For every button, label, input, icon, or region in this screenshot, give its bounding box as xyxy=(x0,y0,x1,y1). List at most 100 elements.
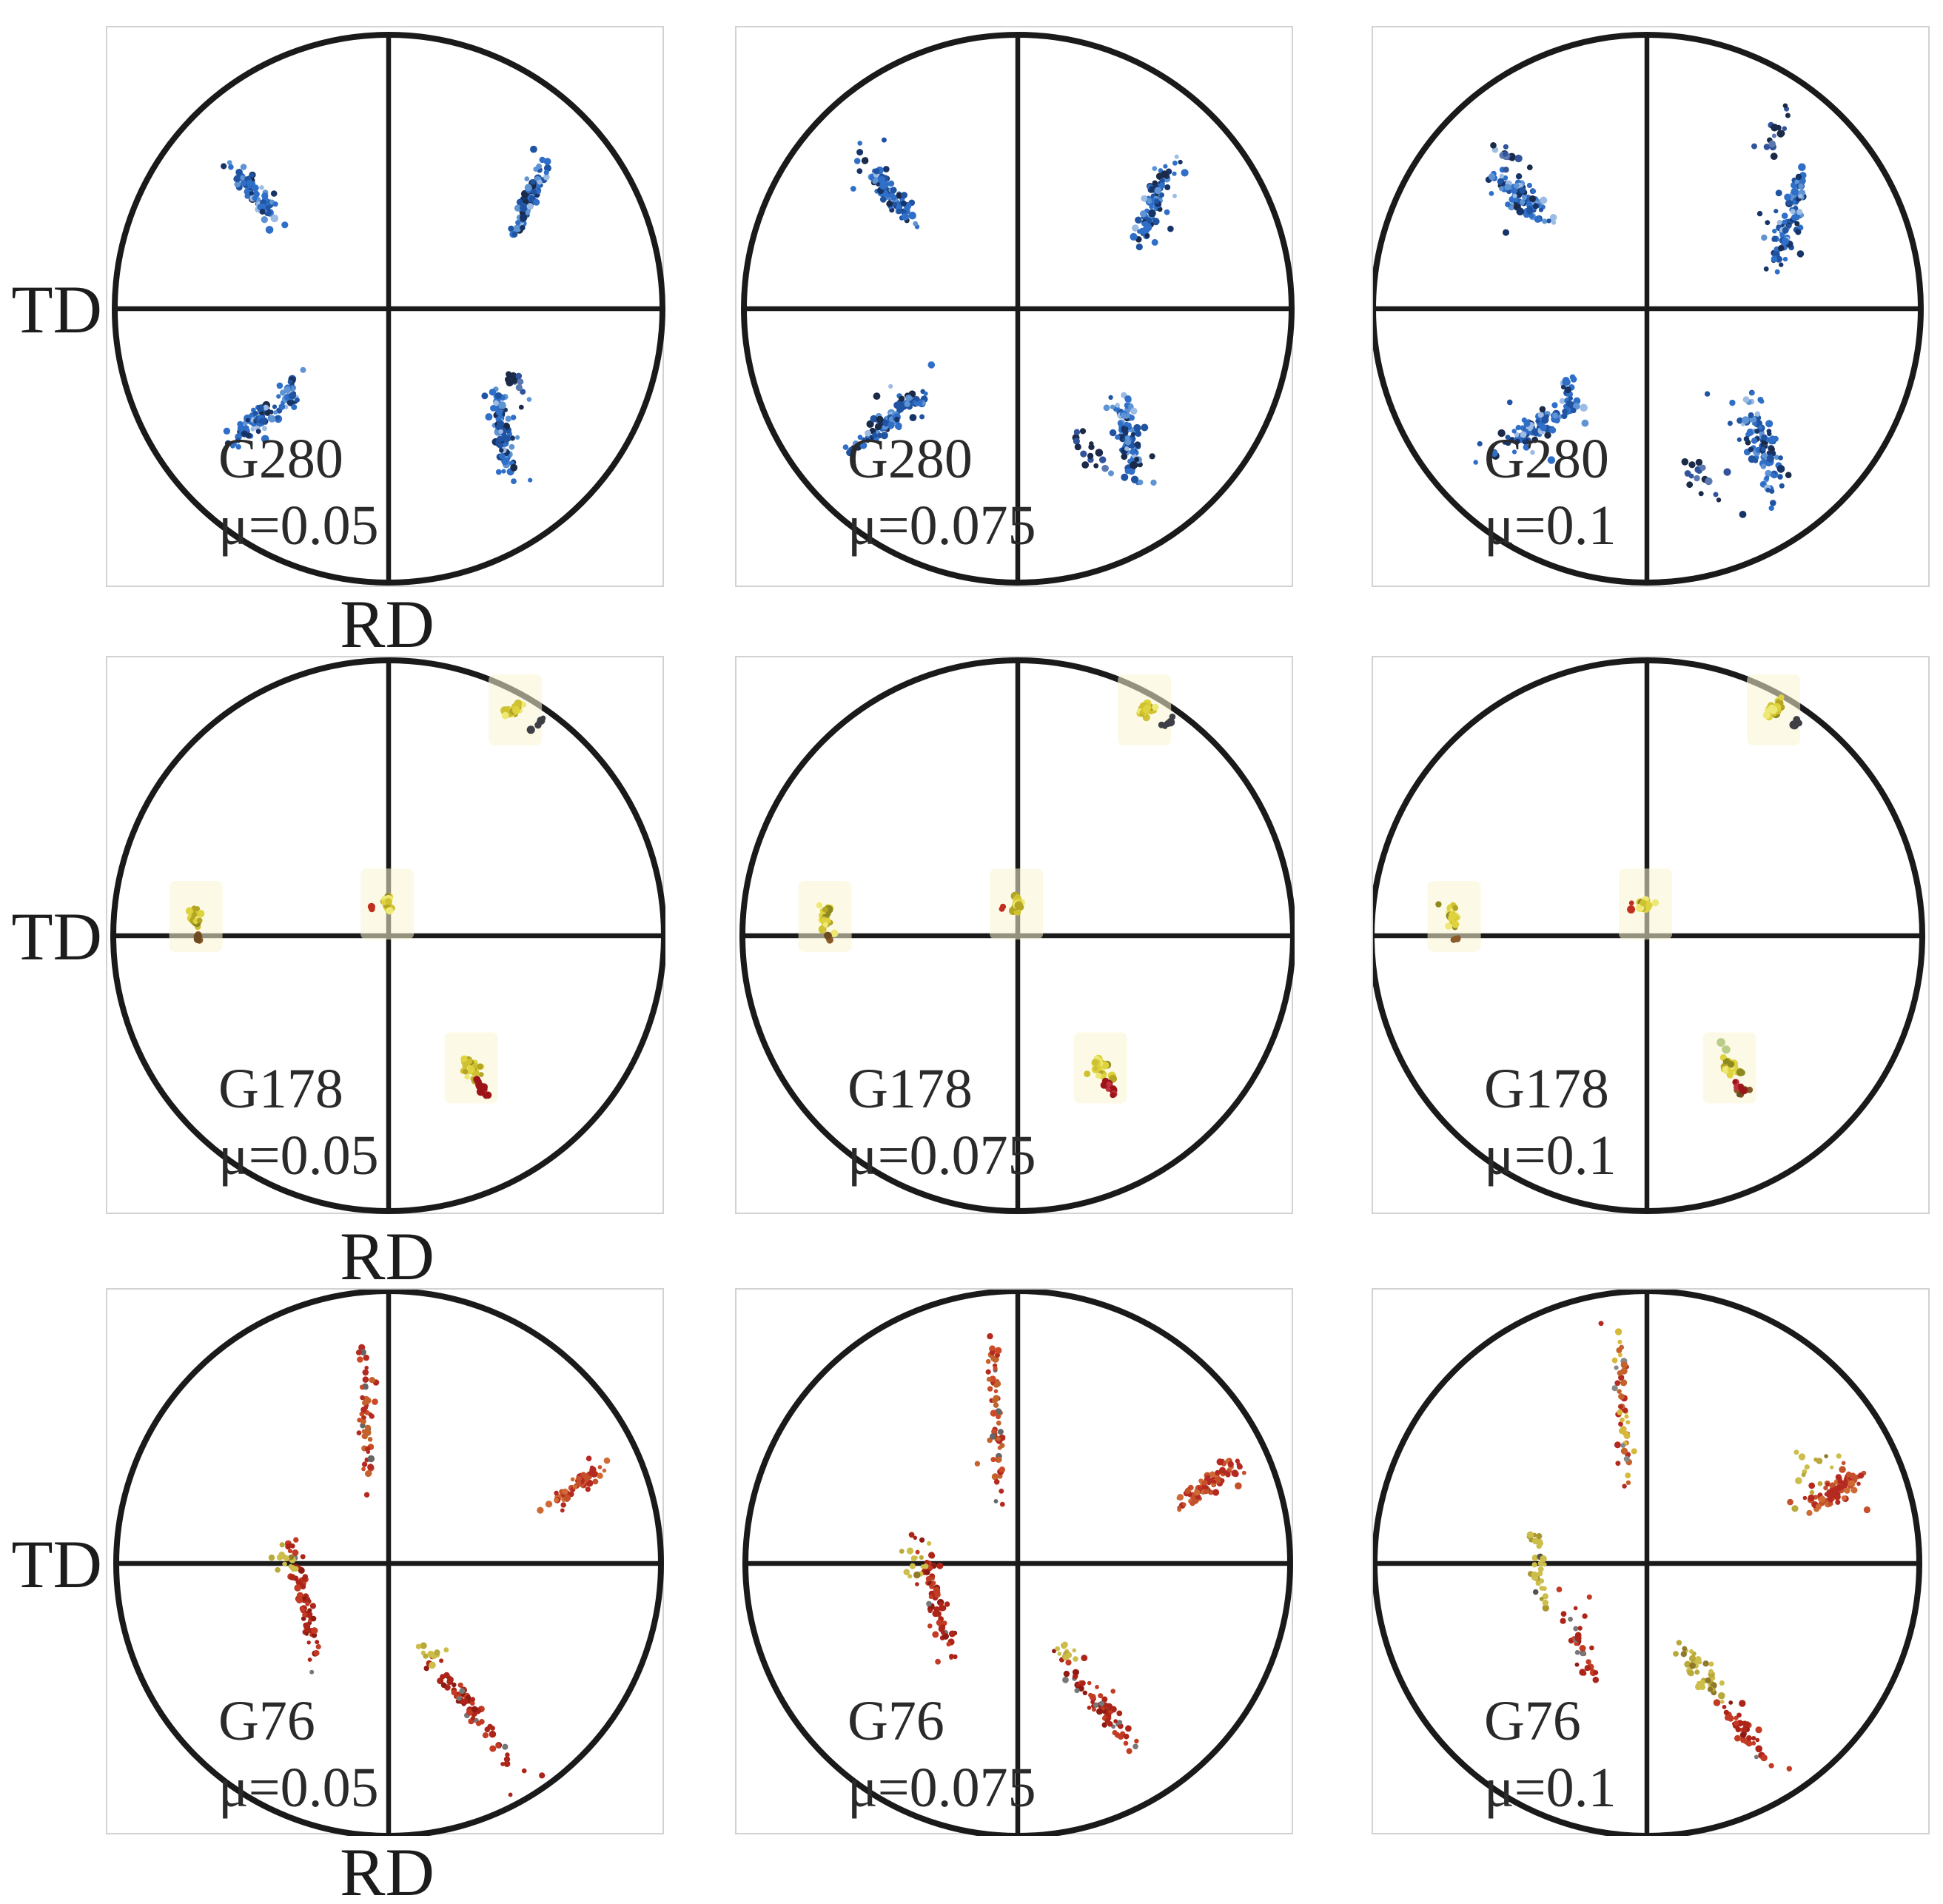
scatter-point xyxy=(1124,438,1132,446)
scatter-point xyxy=(944,1601,950,1607)
scatter-point xyxy=(1676,1640,1682,1646)
scatter-point xyxy=(999,1488,1004,1494)
scatter-point xyxy=(907,1574,913,1579)
mu-label: μ=0.075 xyxy=(848,495,1036,557)
scatter-point xyxy=(528,477,533,483)
scatter-point xyxy=(309,1603,316,1609)
scatter-point xyxy=(1452,905,1459,911)
scatter-point xyxy=(499,448,504,453)
panel-label: G178 μ=0.1 xyxy=(1484,1056,1617,1189)
scatter-point xyxy=(1499,186,1504,192)
pole-figure-panel-g76-mu0075: G76 μ=0.075 xyxy=(735,1288,1293,1836)
scatter-point xyxy=(385,898,392,905)
scatter-point xyxy=(1505,435,1511,440)
scatter-point xyxy=(1625,1480,1631,1485)
scatter-point xyxy=(881,137,887,143)
scatter-points xyxy=(1427,674,1802,1104)
scatter-point xyxy=(1235,1458,1240,1464)
scatter-point xyxy=(240,164,247,170)
scatter-point xyxy=(1728,1700,1734,1705)
scatter-point xyxy=(576,1475,583,1482)
scatter-point xyxy=(894,416,900,423)
scatter-point xyxy=(294,1584,301,1592)
scatter-point xyxy=(1739,1700,1746,1707)
scatter-point xyxy=(1857,1472,1865,1479)
scatter-point xyxy=(506,378,514,386)
scatter-point xyxy=(1531,1554,1539,1561)
scatter-point xyxy=(1152,703,1159,711)
scatter-point xyxy=(1713,492,1719,497)
scatter-point xyxy=(1087,1680,1092,1686)
scatter-point xyxy=(1614,1441,1621,1449)
scatter-point xyxy=(1551,402,1558,409)
scatter-point xyxy=(1539,1578,1545,1583)
scatter-point xyxy=(1559,398,1566,404)
scatter-point xyxy=(466,1059,473,1065)
scatter-point xyxy=(1736,1068,1745,1076)
scatter-point xyxy=(1617,1389,1622,1394)
scatter-point xyxy=(464,1073,470,1080)
scatter-point xyxy=(516,198,523,206)
scatter-point xyxy=(816,902,823,909)
scatter-point xyxy=(276,382,283,389)
scatter-point xyxy=(249,191,254,196)
scatter-point xyxy=(1740,1737,1747,1743)
scatter-point xyxy=(1830,1465,1834,1469)
scatter-point xyxy=(1504,184,1511,191)
scatter-point xyxy=(1090,1700,1095,1705)
scatter-point xyxy=(914,396,920,402)
scatter-point xyxy=(270,214,279,223)
scatter-point xyxy=(991,1473,999,1481)
scatter-point xyxy=(991,1429,997,1435)
scatter-point xyxy=(1074,443,1081,451)
scatter-point xyxy=(503,1756,511,1763)
scatter-point xyxy=(536,720,543,726)
scatter-point xyxy=(1746,1735,1752,1741)
scatter-point xyxy=(1790,209,1796,215)
scatter-point xyxy=(505,415,511,422)
scatter-point xyxy=(228,164,234,170)
scatter-point xyxy=(1616,1347,1622,1353)
scatter-point xyxy=(1516,207,1525,215)
scatter-point xyxy=(1688,1655,1697,1663)
scatter-point xyxy=(1241,1470,1246,1475)
scatter-point xyxy=(861,437,866,443)
scatter-point xyxy=(1718,1692,1725,1700)
scatter-point xyxy=(1775,190,1782,197)
scatter-point xyxy=(520,702,527,708)
scatter-point xyxy=(936,1619,943,1626)
scatter-point xyxy=(1727,1061,1735,1068)
scatter-point xyxy=(1161,170,1169,178)
pole-figure-plot xyxy=(110,657,665,1214)
scatter-points xyxy=(842,137,1189,486)
scatter-point xyxy=(1093,463,1099,469)
scatter-point xyxy=(489,1730,497,1738)
scatter-point xyxy=(526,725,535,734)
scatter-point xyxy=(915,1582,919,1586)
scatter-point xyxy=(824,931,832,939)
scatter-point xyxy=(1585,1659,1591,1665)
scatter-point xyxy=(197,910,205,918)
scatter-point xyxy=(1542,1604,1549,1612)
scatter-point xyxy=(987,1333,993,1340)
scatter-point xyxy=(524,184,532,192)
mu-label: μ=0.1 xyxy=(1484,1757,1617,1819)
scatter-point xyxy=(1149,453,1155,460)
scatter-point xyxy=(908,211,916,220)
scatter-point xyxy=(1684,1660,1691,1668)
scatter-point xyxy=(372,1398,378,1405)
scatter-point xyxy=(470,1697,475,1703)
scatter-point xyxy=(301,1616,306,1621)
scatter-point xyxy=(1473,460,1478,465)
scatter-point xyxy=(1127,467,1135,475)
scatter-point xyxy=(1201,1480,1208,1486)
scatter-point xyxy=(1564,379,1571,386)
scatter-points xyxy=(1526,1321,1870,1771)
scatter-point xyxy=(597,1465,603,1469)
scatter-point xyxy=(1694,1669,1700,1675)
scatter-point xyxy=(1564,386,1571,394)
scatter-point xyxy=(1073,429,1081,435)
scatter-point xyxy=(873,178,879,184)
scatter-point xyxy=(303,1623,311,1630)
pole-figure-panel-g178-mu005: G178 μ=0.05 xyxy=(106,656,665,1214)
